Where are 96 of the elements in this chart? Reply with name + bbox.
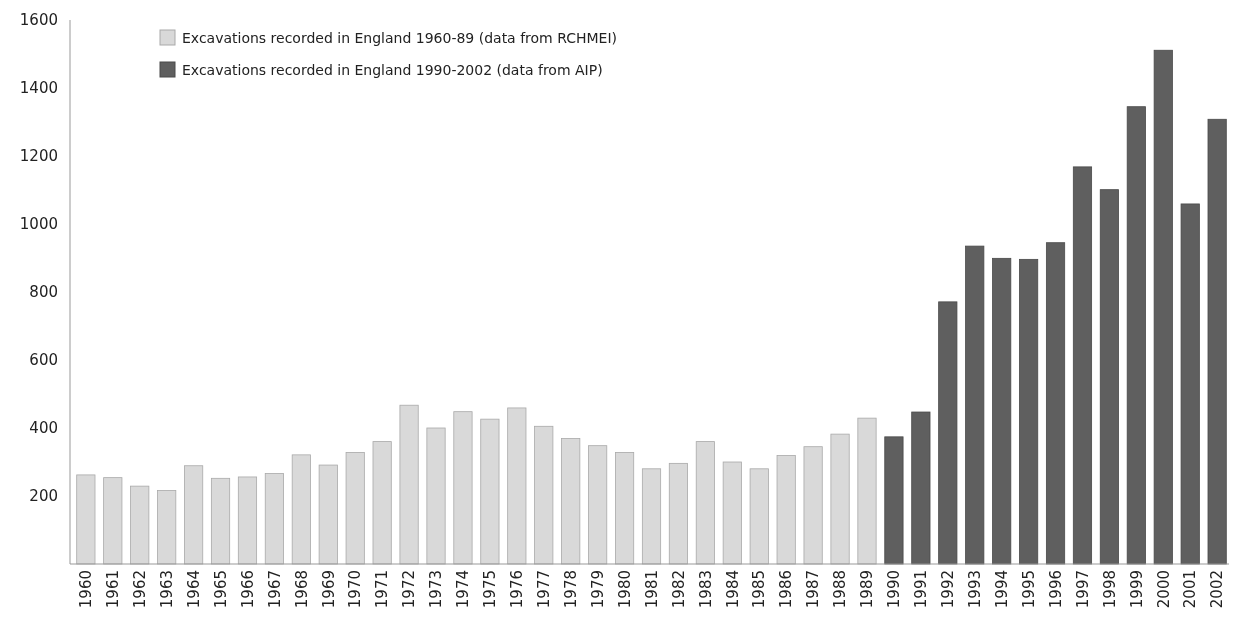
bar <box>749 468 769 565</box>
x-tick-label: 1995 <box>1019 570 1038 609</box>
bar <box>1153 49 1173 565</box>
y-tick-label: 1000 <box>19 215 58 234</box>
bar <box>722 461 742 565</box>
bar <box>1126 106 1146 565</box>
bar <box>264 473 284 565</box>
bar <box>695 441 715 565</box>
x-tick-label: 1963 <box>157 570 176 609</box>
x-tick-label: 1977 <box>535 570 554 609</box>
x-tick-label: 1999 <box>1127 570 1146 609</box>
y-tick-label: 1600 <box>19 11 58 30</box>
x-tick-label: 1986 <box>777 570 796 609</box>
x-tick-label: 2001 <box>1181 570 1200 609</box>
y-tick-label: 800 <box>29 283 58 302</box>
x-tick-label: 1966 <box>238 570 257 609</box>
x-tick-label: 1980 <box>615 570 634 609</box>
y-tick-label: 200 <box>29 487 58 506</box>
bar <box>1099 189 1119 565</box>
bar <box>1180 203 1200 565</box>
x-tick-label: 1968 <box>292 570 311 609</box>
x-tick-label: 1974 <box>454 570 473 609</box>
x-tick-label: 1978 <box>561 570 580 609</box>
bar <box>561 438 581 565</box>
legend-label: Excavations recorded in England 1960-89 (data from RCHMEI) <box>182 29 618 46</box>
legend-label: Excavations recorded in England 1990-2002 (data from AIP) <box>182 61 603 78</box>
bar <box>668 462 688 565</box>
x-tick-label: 1975 <box>481 570 500 609</box>
bar <box>615 452 635 565</box>
bar <box>237 476 258 565</box>
x-tick-label: 1969 <box>319 570 338 609</box>
x-tick-label: 1973 <box>427 570 446 609</box>
x-tick-label: 1970 <box>346 570 365 609</box>
x-tick-label: 1971 <box>373 570 392 609</box>
x-tick-label: 1997 <box>1073 570 1092 609</box>
x-tick-label: 1988 <box>831 570 850 609</box>
bar <box>345 452 365 565</box>
x-tick-label: 1996 <box>1046 570 1065 609</box>
y-tick-label: 600 <box>29 351 58 370</box>
bar <box>1072 166 1093 565</box>
x-tick-label: 1983 <box>696 570 715 609</box>
x-tick-label: 1994 <box>992 570 1011 609</box>
bar <box>157 490 177 565</box>
bar <box>130 485 150 565</box>
x-tick-label: 1967 <box>265 570 284 609</box>
x-tick-label: 1964 <box>184 570 203 609</box>
y-tick-label: 1200 <box>19 147 58 166</box>
bar <box>453 411 473 565</box>
bar <box>372 441 392 565</box>
y-tick-label: 1400 <box>19 79 58 98</box>
x-tick-label: 1992 <box>939 570 958 609</box>
bar <box>938 301 958 565</box>
bar <box>857 417 877 565</box>
x-tick-label: 1976 <box>508 570 527 609</box>
bar <box>426 427 446 565</box>
x-tick-label: 1998 <box>1100 570 1119 609</box>
x-tick-label: 1985 <box>750 570 769 609</box>
x-tick-label: 2000 <box>1154 570 1173 609</box>
bar <box>1207 118 1227 565</box>
bar <box>507 407 527 565</box>
bar <box>103 477 123 565</box>
bar <box>291 454 311 565</box>
bar <box>776 455 796 565</box>
x-tick-label: 1990 <box>885 570 904 609</box>
x-tick-label: 1979 <box>588 570 607 609</box>
bar <box>911 411 931 565</box>
x-tick-label: 1981 <box>642 570 661 609</box>
bar <box>210 477 231 565</box>
x-tick-label: 1961 <box>104 570 123 609</box>
bar <box>184 465 204 565</box>
y-tick-label: 400 <box>29 419 58 438</box>
bar <box>480 418 500 565</box>
bar <box>1019 258 1039 565</box>
bar <box>318 464 338 565</box>
bar <box>641 468 662 565</box>
x-tick-label: 1993 <box>965 570 984 609</box>
x-tick-label: 1962 <box>130 570 149 609</box>
bar <box>588 445 608 565</box>
bar <box>399 404 419 565</box>
x-tick-label: 1972 <box>400 570 419 609</box>
bar <box>803 446 823 565</box>
bar <box>1045 242 1066 565</box>
x-tick-label: 1965 <box>211 570 230 609</box>
bar <box>76 474 96 565</box>
x-tick-label: 2002 <box>1208 570 1227 609</box>
x-tick-label: 1987 <box>804 570 823 609</box>
bar <box>830 433 850 565</box>
x-tick-label: 1991 <box>912 570 931 609</box>
x-tick-label: 1984 <box>723 570 742 609</box>
x-tick-label: 1989 <box>858 570 877 609</box>
bar <box>534 425 554 565</box>
x-tick-label: 1982 <box>669 570 688 609</box>
x-tick-label: 1960 <box>77 570 96 609</box>
bar <box>884 436 904 565</box>
bar <box>965 245 985 565</box>
bar <box>992 257 1012 565</box>
